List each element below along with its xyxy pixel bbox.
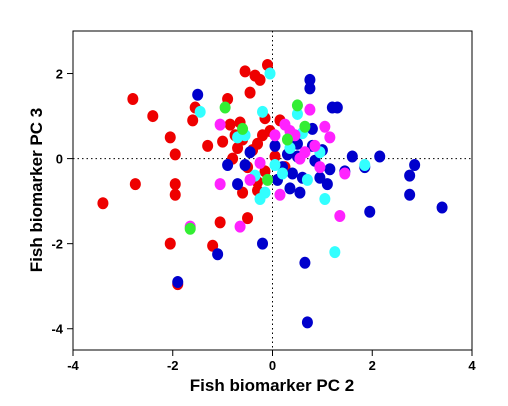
y-axis-title: Fish biomarker PC 3	[27, 108, 46, 272]
data-point-cyan	[257, 105, 269, 118]
data-points	[97, 59, 448, 329]
data-point-green	[262, 173, 274, 186]
data-point-red	[129, 178, 141, 191]
data-point-green	[299, 120, 311, 133]
data-point-green	[291, 99, 303, 112]
data-point-red	[169, 148, 181, 161]
data-point-cyan	[291, 107, 303, 120]
axis-ticks	[67, 73, 473, 356]
data-point-magenta	[244, 173, 256, 186]
data-point-blue	[172, 275, 184, 288]
data-point-magenta	[234, 220, 246, 233]
tick-labels: -4 -2 0 2 4 -4 -2 0 2	[51, 67, 476, 373]
data-point-blue	[212, 248, 224, 261]
x-axis-title: Fish biomarker PC 2	[190, 376, 354, 395]
data-point-red	[169, 188, 181, 201]
y-tick-label: 2	[56, 67, 63, 82]
data-point-red	[164, 237, 176, 250]
data-point-green	[219, 101, 231, 114]
data-point-blue	[284, 182, 296, 195]
data-point-red	[224, 118, 236, 131]
data-point-cyan	[264, 67, 276, 80]
data-point-red	[217, 135, 229, 148]
y-tick-label: -2	[51, 237, 63, 252]
data-point-red	[232, 141, 244, 154]
data-point-blue	[257, 237, 269, 250]
data-point-blue	[301, 316, 313, 329]
data-point-cyan	[319, 193, 331, 206]
data-point-magenta	[269, 129, 281, 142]
data-point-red	[97, 197, 109, 210]
data-point-red	[207, 239, 219, 252]
data-point-magenta	[334, 210, 346, 223]
data-point-magenta	[314, 161, 326, 174]
data-point-red	[237, 186, 249, 199]
data-point-red	[269, 150, 281, 163]
data-point-magenta	[309, 139, 321, 152]
data-point-magenta	[214, 178, 226, 191]
data-point-red	[239, 65, 251, 78]
data-point-blue	[192, 88, 204, 101]
data-point-blue	[364, 205, 376, 218]
data-point-blue	[346, 150, 358, 163]
y-tick-label: -4	[51, 322, 63, 337]
data-point-red	[147, 110, 159, 123]
data-point-magenta	[254, 156, 266, 169]
data-point-magenta	[304, 103, 316, 116]
data-point-cyan	[359, 158, 371, 171]
x-tick-label: 0	[269, 358, 276, 373]
data-point-red	[187, 114, 199, 127]
data-point-cyan	[194, 105, 206, 118]
data-point-red	[164, 131, 176, 144]
data-point-blue	[269, 139, 281, 152]
data-point-blue	[244, 146, 256, 159]
data-point-blue	[324, 163, 336, 176]
data-point-blue	[286, 167, 298, 180]
data-point-blue	[314, 171, 326, 184]
data-point-blue	[436, 201, 448, 214]
data-point-blue	[304, 73, 316, 86]
data-point-magenta	[319, 120, 331, 133]
data-point-green	[281, 133, 293, 146]
data-point-blue	[239, 158, 251, 171]
x-tick-label: -2	[167, 358, 179, 373]
data-point-blue	[374, 150, 386, 163]
data-point-magenta	[299, 146, 311, 159]
data-point-cyan	[276, 167, 288, 180]
data-point-cyan	[329, 246, 341, 259]
data-point-magenta	[214, 118, 226, 131]
data-point-blue	[222, 158, 234, 171]
data-point-blue	[409, 158, 421, 171]
data-point-red	[202, 139, 214, 152]
data-point-blue	[294, 186, 306, 199]
data-point-cyan	[254, 193, 266, 206]
data-point-blue	[331, 101, 343, 114]
data-point-blue	[232, 178, 244, 191]
x-tick-label: -4	[67, 358, 79, 373]
y-tick-label: 0	[56, 152, 63, 167]
data-point-red	[214, 216, 226, 229]
data-point-magenta	[339, 167, 351, 180]
data-point-green	[237, 122, 249, 135]
data-point-red	[244, 86, 256, 99]
x-tick-label: 4	[468, 358, 476, 373]
x-tick-label: 2	[369, 358, 376, 373]
data-point-red	[127, 93, 139, 106]
data-point-magenta	[274, 188, 286, 201]
data-point-red	[257, 129, 269, 142]
data-point-blue	[404, 188, 416, 201]
data-point-red	[242, 212, 254, 225]
data-point-magenta	[324, 131, 336, 144]
data-point-green	[184, 222, 196, 235]
data-point-blue	[404, 169, 416, 182]
data-point-red	[254, 73, 266, 86]
data-point-blue	[304, 82, 316, 95]
data-point-red	[169, 178, 181, 191]
data-point-blue	[299, 256, 311, 269]
data-point-blue	[321, 178, 333, 191]
data-point-cyan	[301, 173, 313, 186]
data-point-cyan	[269, 158, 281, 171]
